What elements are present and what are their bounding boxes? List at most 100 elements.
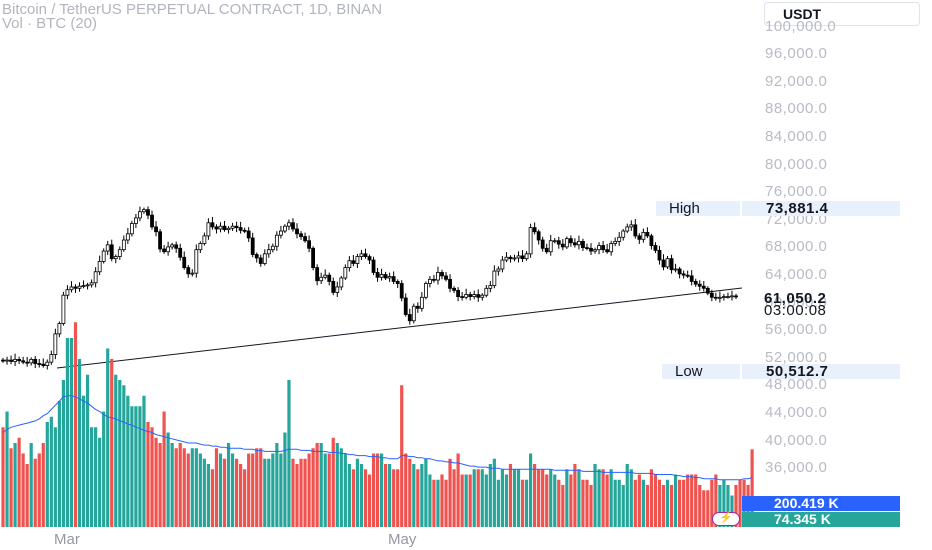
price-tick: 64,000.0 [765, 265, 828, 283]
volume-bar [637, 474, 641, 527]
candle-body [335, 286, 340, 293]
candle-body [701, 285, 706, 289]
candle-body [516, 255, 521, 259]
volume-bar [150, 427, 154, 527]
volume-bar [247, 453, 251, 527]
volume-bar [456, 453, 460, 527]
candle-body [327, 274, 332, 282]
candle-body [448, 278, 452, 289]
candle-body [29, 358, 34, 364]
volume-bar [657, 479, 662, 527]
volume-bar [375, 453, 380, 527]
volume-bar [25, 464, 29, 527]
volume-legend[interactable]: Vol · BTC (20) [2, 15, 98, 32]
candle-body [532, 227, 537, 233]
candle-body [105, 244, 110, 252]
volume-bar [645, 485, 649, 527]
candle-body [13, 358, 17, 362]
candle-body [645, 232, 650, 237]
candle-body [649, 235, 654, 246]
volume-bar [53, 427, 57, 527]
volume-bar [537, 469, 541, 527]
candle-body [379, 274, 384, 278]
candle-body [323, 274, 328, 278]
time-label-mar: Mar [54, 531, 80, 548]
volume-bar [585, 479, 589, 527]
volume-bar [633, 479, 637, 527]
candle-body [182, 256, 187, 269]
volume-bar [553, 474, 557, 527]
price-tick: 92,000.0 [765, 72, 828, 90]
symbol-title[interactable]: Bitcoin / TetherUS PERPETUAL CONTRACT, 1… [2, 1, 383, 18]
volume-bar [520, 479, 525, 527]
volume-bar [315, 443, 319, 527]
volume-bar [533, 464, 537, 527]
candle-body [170, 244, 175, 248]
candle-body [174, 244, 179, 249]
currency-button[interactable]: USDT [764, 2, 920, 26]
price-tick: 84,000.0 [765, 127, 828, 145]
volume-bar [106, 348, 110, 527]
candle-body [315, 267, 320, 282]
candle-body [452, 287, 456, 291]
candle-body [440, 272, 444, 277]
volume-bar [597, 469, 601, 527]
volume-bar [186, 453, 190, 527]
candle-body [556, 240, 561, 245]
candle-body [5, 359, 9, 362]
candle-body [186, 267, 191, 275]
candle-body [564, 238, 569, 248]
volume-bar [504, 474, 509, 527]
low-label: Low [662, 364, 740, 379]
volume-bar [190, 448, 194, 527]
volume-bar [613, 479, 617, 527]
volume-bar [396, 469, 400, 527]
price-tick: 76,000.0 [765, 183, 828, 201]
lightning-icon[interactable]: ⚡ [712, 512, 740, 526]
volume-bar [609, 469, 613, 527]
volume-bar [549, 469, 553, 527]
candle-body [134, 217, 138, 224]
volume-bar [295, 464, 299, 527]
volume-bar [57, 401, 61, 527]
candle-body [351, 260, 356, 264]
volume-bar [118, 380, 122, 527]
volume-bar [420, 464, 424, 527]
candle-body [411, 305, 416, 322]
volume-bar [359, 464, 364, 527]
trendline[interactable] [56, 287, 743, 369]
candle-body [665, 258, 670, 268]
candle-body [730, 295, 734, 298]
volume-bar [226, 443, 231, 527]
volume-bar [694, 474, 698, 527]
volume-bar [392, 469, 396, 527]
volume-bar [210, 469, 215, 527]
candle-body [97, 261, 102, 273]
volume-ma-line [2, 395, 753, 481]
volume-bar [17, 437, 21, 527]
candle-body [274, 234, 279, 247]
volume-bar [327, 453, 331, 527]
volume-bar [669, 485, 674, 527]
candle-body [693, 281, 698, 285]
volume-bar [641, 479, 645, 527]
candle-body [621, 230, 626, 238]
candle-body [544, 247, 549, 253]
candle-body [154, 226, 158, 233]
candle-body [303, 236, 307, 242]
candle-body [726, 296, 730, 299]
volume-bar [283, 432, 287, 527]
volume-bar [98, 437, 102, 527]
price-tick: 96,000.0 [765, 45, 828, 63]
candle-body [432, 278, 436, 281]
volume-bar [218, 453, 223, 527]
volume-bar [649, 469, 654, 527]
volume-bar [142, 395, 146, 527]
candle-body [689, 275, 694, 282]
volume-bar [49, 416, 53, 527]
volume-bar [73, 322, 78, 527]
volume-bar [734, 485, 738, 527]
volume-bar [146, 422, 150, 527]
volume-bar [541, 469, 545, 527]
